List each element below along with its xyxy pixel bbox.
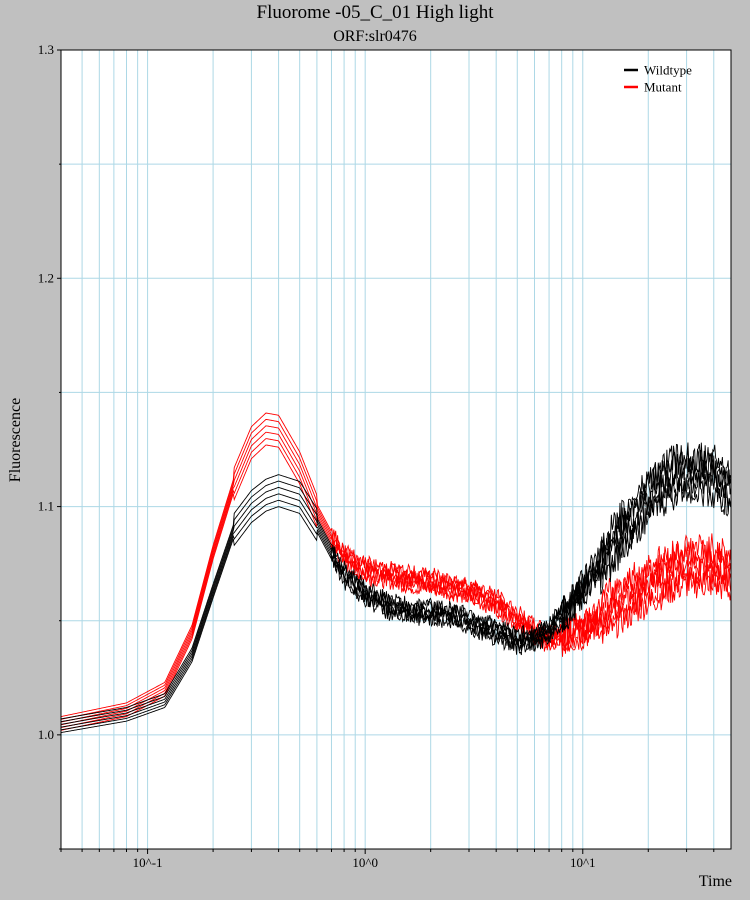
series-line-mutant: [60, 412, 732, 718]
grid: [60, 50, 731, 849]
series-mutant: [60, 412, 732, 731]
tick-labels: 1.0 1.1 1.2 1.3 10^-1 10^0 10^1: [38, 42, 596, 870]
series-line-mutant: [60, 425, 732, 723]
y-tick-label: 1.3: [38, 42, 54, 57]
series-wildtype: [60, 442, 732, 734]
legend-label-mutant: Mutant: [644, 80, 682, 95]
x-tick-label: 10^1: [570, 855, 596, 870]
legend: Wildtype Mutant: [624, 63, 692, 95]
chart-subtitle: ORF:slr0476: [333, 28, 417, 45]
y-tick-label: 1.2: [38, 270, 54, 285]
chart-title: Fluorome -05_C_01 High light: [256, 2, 494, 23]
plot-area: [61, 50, 731, 849]
legend-label-wildtype: Wildtype: [644, 63, 692, 78]
plot-frame: [60, 49, 732, 850]
series-line-mutant: [60, 431, 732, 726]
series-line-mutant: [60, 444, 732, 731]
y-tick-label: 1.0: [38, 727, 54, 742]
y-tick-label: 1.1: [38, 499, 54, 514]
series-line-mutant: [60, 419, 732, 720]
tick-marks: [57, 49, 715, 854]
x-tick-label: 10^0: [352, 855, 378, 870]
x-axis-label: Time: [699, 873, 732, 890]
series-line-wildtype: [60, 442, 732, 720]
series-line-wildtype: [60, 465, 732, 728]
x-tick-label: 10^-1: [133, 855, 163, 870]
series-layer: [60, 412, 732, 734]
y-axis-label: Fluorescence: [7, 398, 24, 482]
